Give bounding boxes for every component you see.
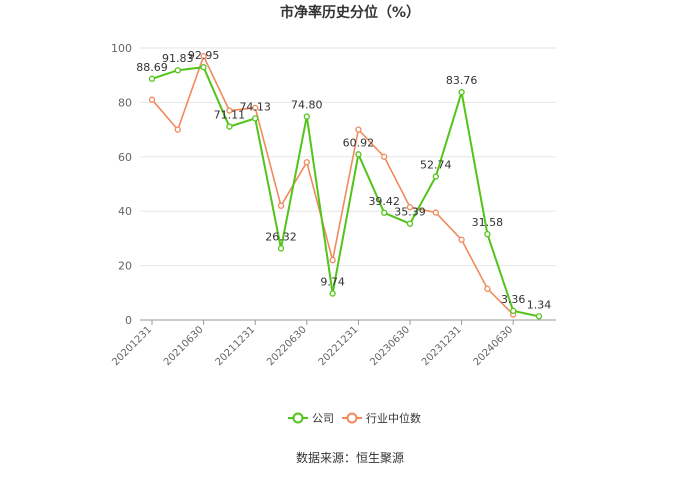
data-point-industry-median bbox=[226, 107, 233, 114]
data-label: 60.92 bbox=[343, 136, 375, 149]
x-tick-label: 20240630 bbox=[472, 324, 516, 368]
data-point-company bbox=[355, 151, 362, 158]
data-point-company bbox=[381, 209, 388, 216]
legend-marker bbox=[292, 412, 304, 424]
x-tick-label: 20220630 bbox=[265, 324, 309, 368]
x-tick-label: 20210630 bbox=[162, 324, 206, 368]
y-tick-label: 40 bbox=[118, 205, 132, 218]
data-point-company bbox=[277, 245, 285, 252]
legend-label: 公司 bbox=[312, 412, 334, 425]
data-label: 35.39 bbox=[394, 206, 426, 219]
data-label: 71.11 bbox=[214, 109, 246, 122]
y-tick-label: 60 bbox=[118, 151, 132, 164]
data-label: 74.80 bbox=[291, 99, 323, 112]
data-point-company bbox=[510, 307, 517, 315]
data-label: 74.13 bbox=[239, 100, 271, 113]
legend-label: 行业中位数 bbox=[366, 411, 421, 425]
data-point-industry-median bbox=[252, 104, 259, 111]
data-point-company bbox=[174, 67, 181, 74]
grid bbox=[140, 47, 556, 267]
data-label: 88.69 bbox=[136, 61, 168, 74]
data-point-company bbox=[303, 113, 310, 120]
legend-marker bbox=[346, 412, 358, 424]
data-label: 92.95 bbox=[188, 49, 220, 62]
data-label: 52.74 bbox=[420, 159, 452, 172]
y-tick-label: 100 bbox=[111, 42, 132, 55]
data-point-company bbox=[226, 123, 233, 130]
legend-item-industry-median[interactable]: 行业中位数 bbox=[342, 411, 421, 425]
data-point-industry-median bbox=[381, 153, 388, 160]
data-point-company bbox=[406, 220, 414, 227]
data-label: 83.76 bbox=[446, 74, 478, 87]
data-point-company bbox=[484, 230, 491, 238]
x-tick-label: 20201231 bbox=[110, 324, 154, 368]
data-point-company bbox=[458, 89, 465, 96]
data-label: 26.32 bbox=[265, 230, 297, 243]
data-point-industry-median bbox=[303, 159, 310, 166]
legend-item-company[interactable]: 公司 bbox=[288, 412, 334, 425]
data-point-industry-median bbox=[458, 236, 465, 243]
data-point-industry-median bbox=[329, 257, 336, 264]
data-label: 39.42 bbox=[368, 195, 400, 208]
data-label: 9.74 bbox=[320, 276, 345, 289]
data-point-company bbox=[329, 290, 336, 297]
chart-title: 市净率历史分位（%） bbox=[280, 4, 420, 21]
x-tick-label: 20230630 bbox=[368, 324, 412, 368]
data-label: 31.58 bbox=[472, 216, 504, 229]
data-point-industry-median bbox=[406, 203, 414, 211]
x-tick-label: 20231231 bbox=[420, 324, 464, 368]
data-label: 91.83 bbox=[162, 52, 194, 65]
series-line-company bbox=[151, 66, 540, 318]
data-point-company bbox=[432, 173, 439, 180]
source-note: 数据来源：恒生聚源 bbox=[296, 450, 404, 465]
legend[interactable]: 公司 行业中位数 bbox=[288, 411, 421, 425]
series-lines bbox=[148, 53, 543, 320]
x-tick-label: 20211231 bbox=[214, 324, 258, 368]
data-point-industry-median bbox=[484, 285, 491, 292]
y-tick-label: 80 bbox=[118, 96, 132, 109]
data-point-company bbox=[200, 64, 207, 71]
data-label: 3.36 bbox=[501, 293, 526, 306]
y-tick-label: 20 bbox=[118, 260, 132, 273]
x-tick-label: 20221231 bbox=[317, 324, 361, 368]
data-point-industry-median bbox=[148, 96, 156, 103]
data-point-industry-median bbox=[355, 126, 362, 133]
data-point-industry-median bbox=[432, 209, 439, 216]
data-label: 1.34 bbox=[527, 298, 552, 311]
data-point-industry-median bbox=[200, 53, 207, 60]
data-point-company bbox=[252, 115, 259, 122]
data-point-company bbox=[148, 75, 156, 82]
data-point-industry-median bbox=[174, 126, 181, 133]
data-point-industry-median bbox=[277, 202, 285, 209]
data-point-company bbox=[535, 313, 543, 320]
y-tick-label: 0 bbox=[125, 314, 132, 327]
